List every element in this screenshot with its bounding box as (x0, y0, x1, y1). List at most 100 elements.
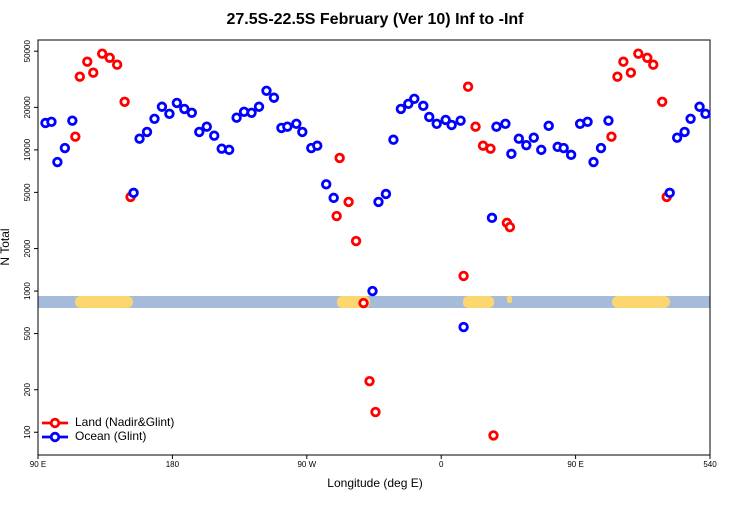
point (625, 67, 637, 78)
chart-title: 27.5S-22.5S February (Ver 10) Inf to -In… (227, 11, 525, 28)
x-tick-label: 90 W (297, 460, 316, 469)
x-tick-label: 90 E (30, 460, 46, 469)
point (59, 142, 71, 154)
point (418, 100, 429, 112)
point (194, 126, 205, 138)
point (595, 142, 607, 154)
point (297, 126, 308, 138)
point (373, 196, 384, 208)
point (424, 111, 435, 123)
point (321, 179, 332, 190)
point (104, 52, 115, 63)
land-strip (612, 296, 670, 308)
point (462, 81, 474, 92)
land-strip (507, 296, 512, 303)
point (618, 56, 629, 67)
point (500, 118, 511, 129)
point (312, 140, 323, 151)
point (588, 156, 599, 168)
point (486, 212, 498, 224)
land-ocean-strip (38, 296, 710, 308)
point (141, 126, 153, 138)
x-tick-label: 180 (166, 460, 180, 469)
legend-marker (49, 431, 61, 443)
point (171, 97, 183, 109)
y-tick-label: 5000 (23, 183, 32, 201)
point (261, 85, 272, 97)
point (156, 101, 168, 112)
point (606, 131, 617, 142)
point (179, 103, 190, 115)
point (521, 139, 532, 151)
point (409, 93, 420, 104)
point (70, 131, 81, 142)
point (603, 115, 614, 126)
point (74, 71, 86, 82)
point (513, 133, 525, 144)
point (52, 156, 63, 168)
point (128, 187, 139, 199)
point (82, 56, 93, 67)
point (282, 121, 293, 132)
point (458, 321, 469, 333)
point (446, 119, 457, 131)
point (119, 96, 130, 107)
point (380, 188, 392, 200)
land-strip (75, 296, 133, 308)
x-tick-label: 540 (703, 460, 717, 469)
point (679, 126, 690, 138)
point (358, 297, 369, 309)
land-strip (463, 296, 494, 308)
point (488, 430, 499, 441)
point (558, 142, 569, 154)
point (694, 101, 705, 112)
point (536, 144, 547, 156)
point (67, 115, 78, 126)
point (367, 285, 378, 297)
point (470, 121, 481, 132)
point (633, 48, 644, 59)
legend-marker (49, 417, 61, 429)
point (648, 59, 659, 70)
point (485, 143, 496, 154)
point (388, 134, 399, 145)
point (186, 107, 198, 119)
y-axis-label: N Total (0, 228, 12, 265)
plot-frame (37, 39, 711, 456)
point (246, 107, 257, 119)
point (565, 149, 577, 161)
point (209, 130, 220, 141)
y-tick-label: 1000 (23, 282, 32, 300)
point (253, 101, 265, 112)
point (685, 113, 696, 124)
point (700, 108, 711, 120)
point (657, 96, 668, 107)
point (491, 121, 502, 132)
point (46, 116, 57, 128)
point (88, 67, 99, 78)
point (223, 144, 235, 156)
y-tick-label: 2000 (23, 239, 32, 257)
point (364, 375, 375, 387)
legend-label: Land (Nadir&Glint) (75, 415, 174, 429)
point (458, 270, 469, 282)
x-tick-label: 0 (439, 460, 444, 469)
point (395, 103, 407, 115)
point (291, 118, 302, 129)
point (612, 71, 623, 82)
point (201, 121, 212, 132)
point (134, 133, 145, 144)
point (334, 152, 345, 164)
point (370, 406, 381, 418)
point (642, 52, 653, 63)
point (455, 115, 466, 126)
point (164, 108, 175, 120)
point (350, 235, 362, 247)
point (506, 148, 517, 160)
point (664, 187, 675, 199)
point (528, 132, 539, 143)
legend-label: Ocean (Glint) (75, 429, 146, 443)
point (431, 118, 442, 129)
point (231, 112, 242, 123)
point (268, 92, 280, 103)
